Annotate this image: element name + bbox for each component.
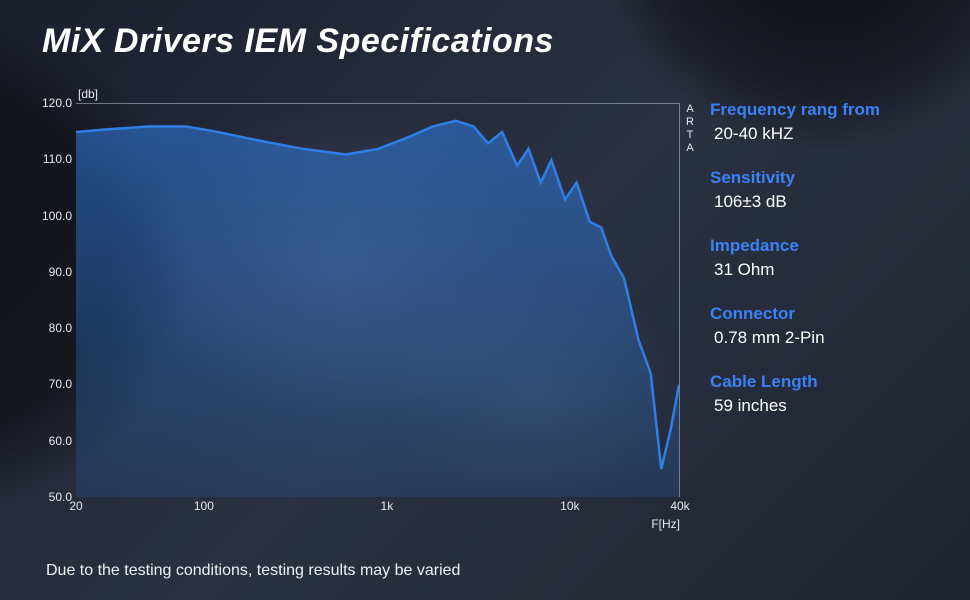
x-axis-unit: F[Hz] — [651, 517, 680, 531]
spec-value: 106±3 dB — [710, 192, 940, 212]
spec-value: 59 inches — [710, 396, 940, 416]
chart-watermark: ARTA — [684, 103, 696, 155]
spec-item: Frequency rang from 20-40 kHZ — [710, 100, 940, 144]
spec-value: 0.78 mm 2-Pin — [710, 328, 940, 348]
x-tick: 20 — [69, 499, 82, 513]
chart-fill-area — [76, 121, 679, 497]
chart-plot-area — [76, 103, 680, 497]
spec-label: Cable Length — [710, 372, 940, 392]
frequency-response-chart: [db] 120.0110.0100.090.080.070.060.050.0… — [36, 95, 696, 525]
spec-item: Sensitivity 106±3 dB — [710, 168, 940, 212]
page-title: MiX Drivers IEM Specifications — [42, 22, 554, 61]
y-tick: 90.0 — [49, 265, 72, 279]
y-tick: 120.0 — [42, 96, 72, 110]
spec-value: 20-40 kHZ — [710, 124, 940, 144]
spec-item: Connector 0.78 mm 2-Pin — [710, 304, 940, 348]
x-tick: 1k — [381, 499, 394, 513]
x-tick: 10k — [560, 499, 579, 513]
y-axis: 120.0110.0100.090.080.070.060.050.0 — [36, 103, 72, 497]
disclaimer-text: Due to the testing conditions, testing r… — [46, 562, 460, 580]
y-tick: 70.0 — [49, 377, 72, 391]
y-axis-unit: [db] — [78, 87, 98, 101]
y-tick: 110.0 — [43, 152, 72, 166]
chart-curve — [76, 104, 679, 497]
spec-label: Frequency rang from — [710, 100, 940, 120]
specs-panel: Frequency rang from 20-40 kHZ Sensitivity 1… — [710, 100, 940, 440]
x-tick: 40k — [670, 499, 689, 513]
y-tick: 60.0 — [49, 434, 72, 448]
x-tick: 100 — [194, 499, 214, 513]
y-tick: 80.0 — [49, 321, 72, 335]
spec-label: Sensitivity — [710, 168, 940, 188]
spec-label: Connector — [710, 304, 940, 324]
spec-item: Cable Length 59 inches — [710, 372, 940, 416]
spec-item: Impedance 31 Ohm — [710, 236, 940, 280]
spec-value: 31 Ohm — [710, 260, 940, 280]
x-axis: 201001k10k40k — [76, 499, 680, 515]
y-tick: 100.0 — [42, 209, 72, 223]
spec-label: Impedance — [710, 236, 940, 256]
